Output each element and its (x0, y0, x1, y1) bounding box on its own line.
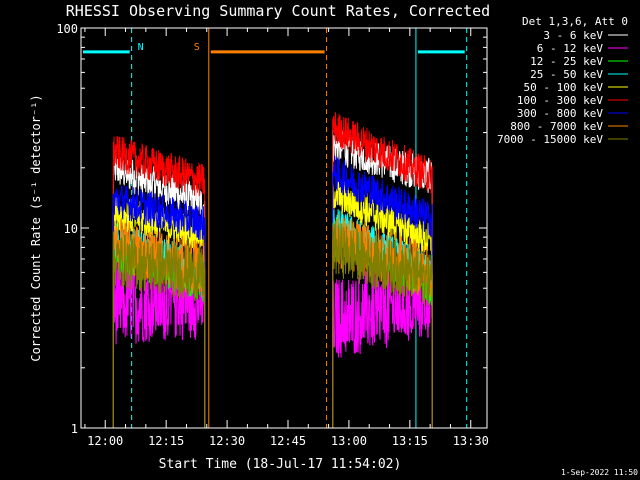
legend-entry-label: 3 - 6 keV (543, 29, 603, 42)
x-tick-label: 12:00 (87, 434, 123, 448)
legend-title: Det 1,3,6, Att 0 (522, 15, 628, 28)
legend-entry-label: 50 - 100 keV (524, 81, 604, 94)
y-tick-label: 1 (71, 422, 78, 436)
x-tick-label: 13:30 (453, 434, 489, 448)
legend-entry-label: 100 - 300 keV (517, 94, 603, 107)
flag-label: N (138, 42, 144, 53)
footer-timestamp: 1-Sep-2022 11:50 (561, 468, 638, 477)
series-line (112, 112, 433, 428)
y-axis-label: Corrected Count Rate (s⁻¹ detector⁻¹) (29, 94, 43, 361)
series-line (112, 155, 433, 428)
x-tick-label: 12:45 (270, 434, 306, 448)
series-line (112, 220, 433, 428)
chart-title: RHESSI Observing Summary Count Rates, Co… (66, 2, 490, 20)
y-tick-label: 100 (56, 22, 78, 36)
x-tick-label: 13:00 (331, 434, 367, 448)
legend-entry-label: 800 - 7000 keV (510, 120, 603, 133)
y-tick-label: 10 (64, 222, 78, 236)
x-axis-label: Start Time (18-Jul-17 11:54:02) (159, 457, 402, 472)
legend-entry-label: 25 - 50 keV (530, 68, 603, 81)
legend-entry-label: 6 - 12 keV (537, 42, 604, 55)
x-tick-label: 13:15 (392, 434, 428, 448)
x-tick-label: 12:30 (209, 434, 245, 448)
legend-entry-label: 300 - 800 keV (517, 107, 603, 120)
legend-entry-label: 12 - 25 keV (530, 55, 603, 68)
x-tick-label: 12:15 (148, 434, 184, 448)
legend-entry-label: 7000 - 15000 keV (497, 133, 603, 146)
axes: 12:00 12:15 12:30 12:45 13:00 13:15 13:30 1 10 10… (56, 22, 489, 448)
flag-label: S (194, 42, 200, 53)
